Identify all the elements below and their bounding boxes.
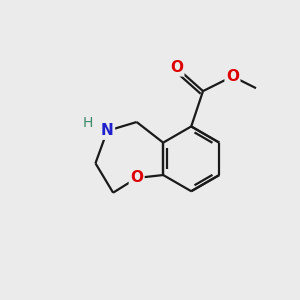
Text: H: H — [83, 116, 93, 130]
Text: O: O — [130, 170, 143, 185]
Text: O: O — [226, 69, 239, 84]
Text: O: O — [170, 60, 183, 75]
Text: N: N — [101, 123, 114, 138]
